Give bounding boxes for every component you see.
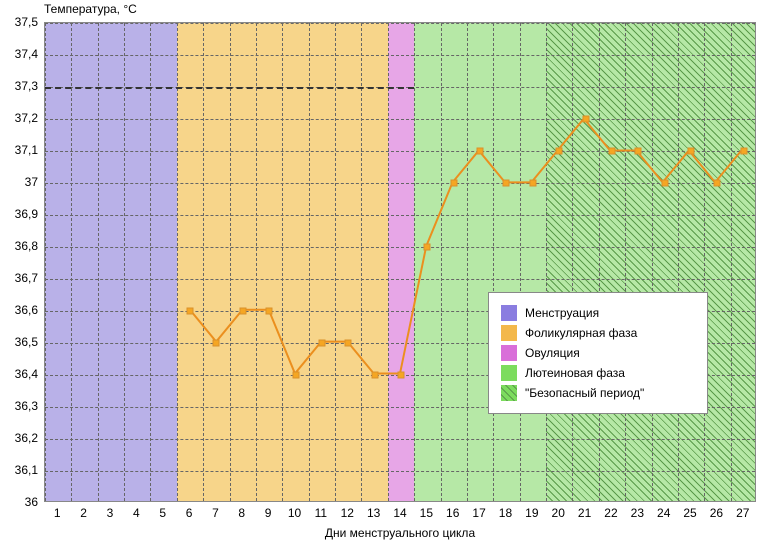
legend-item: Фоликулярная фаза [501, 325, 695, 341]
data-point [714, 180, 721, 187]
x-tick-label: 5 [159, 502, 166, 520]
legend-swatch [501, 365, 517, 381]
x-tick-label: 18 [499, 502, 512, 520]
data-point [688, 148, 695, 155]
legend-label: Менструация [525, 306, 599, 320]
y-tick-label: 36,1 [15, 463, 44, 477]
data-point [292, 372, 299, 379]
y-tick-label: 36,8 [15, 239, 44, 253]
x-tick-label: 20 [552, 502, 565, 520]
legend-swatch [501, 325, 517, 341]
legend-label: Овуляция [525, 346, 580, 360]
y-tick-label: 36,9 [15, 207, 44, 221]
legend-label: Лютеиновая фаза [525, 366, 625, 380]
x-tick-label: 25 [683, 502, 696, 520]
plot-area [44, 22, 756, 502]
data-point [556, 148, 563, 155]
y-tick-label: 37,2 [15, 111, 44, 125]
legend-item: Лютеиновая фаза [501, 365, 695, 381]
y-axis-title: Температура, °C [44, 2, 137, 16]
data-point [239, 308, 246, 315]
legend-label: Фоликулярная фаза [525, 326, 637, 340]
legend-item: Овуляция [501, 345, 695, 361]
x-tick-label: 15 [420, 502, 433, 520]
y-tick-label: 37,4 [15, 47, 44, 61]
data-point [661, 180, 668, 187]
data-point [266, 308, 273, 315]
x-tick-label: 13 [367, 502, 380, 520]
x-tick-label: 24 [657, 502, 670, 520]
y-tick-label: 36,3 [15, 399, 44, 413]
x-tick-label: 8 [238, 502, 245, 520]
data-point [582, 116, 589, 123]
data-point [371, 372, 378, 379]
data-point [635, 148, 642, 155]
x-tick-label: 19 [525, 502, 538, 520]
y-tick-label: 36 [25, 495, 44, 509]
data-point [424, 244, 431, 251]
x-tick-label: 27 [736, 502, 749, 520]
x-tick-label: 14 [393, 502, 406, 520]
legend-label: "Безопасный период" [525, 386, 644, 400]
x-tick-label: 2 [80, 502, 87, 520]
y-tick-label: 36,6 [15, 303, 44, 317]
y-tick-label: 37,1 [15, 143, 44, 157]
data-point [213, 340, 220, 347]
legend-swatch [501, 345, 517, 361]
data-point [477, 148, 484, 155]
x-tick-label: 11 [315, 502, 327, 520]
x-tick-label: 3 [107, 502, 114, 520]
x-tick-label: 21 [578, 502, 591, 520]
y-tick-label: 37,3 [15, 79, 44, 93]
y-tick-label: 36,4 [15, 367, 44, 381]
x-tick-label: 1 [54, 502, 61, 520]
y-tick-label: 36,5 [15, 335, 44, 349]
x-tick-label: 7 [212, 502, 219, 520]
bbt-chart: Температура, °C Менструация Фоликулярная … [0, 0, 765, 556]
data-point [608, 148, 615, 155]
x-tick-label: 10 [288, 502, 301, 520]
legend-item: "Безопасный период" [501, 385, 695, 401]
legend-swatch [501, 305, 517, 321]
x-axis-title: Дни менструального цикла [325, 526, 475, 540]
data-point [345, 340, 352, 347]
data-point [398, 372, 405, 379]
legend-item: Менструация [501, 305, 695, 321]
y-tick-label: 37 [25, 175, 44, 189]
data-point [187, 308, 194, 315]
line-series [45, 23, 755, 501]
legend-swatch [501, 385, 517, 401]
data-point [450, 180, 457, 187]
data-point [503, 180, 510, 187]
x-tick-label: 22 [604, 502, 617, 520]
x-tick-label: 17 [472, 502, 485, 520]
y-tick-label: 37,5 [15, 15, 44, 29]
x-tick-label: 26 [710, 502, 723, 520]
x-tick-label: 12 [341, 502, 354, 520]
x-tick-label: 6 [186, 502, 193, 520]
data-point [529, 180, 536, 187]
x-tick-label: 23 [631, 502, 644, 520]
legend: Менструация Фоликулярная фаза Овуляция Люте… [488, 292, 708, 414]
x-tick-label: 4 [133, 502, 140, 520]
x-tick-label: 16 [446, 502, 459, 520]
y-tick-label: 36,2 [15, 431, 44, 445]
y-tick-label: 36,7 [15, 271, 44, 285]
x-tick-label: 9 [265, 502, 272, 520]
data-point [318, 340, 325, 347]
data-point [740, 148, 747, 155]
